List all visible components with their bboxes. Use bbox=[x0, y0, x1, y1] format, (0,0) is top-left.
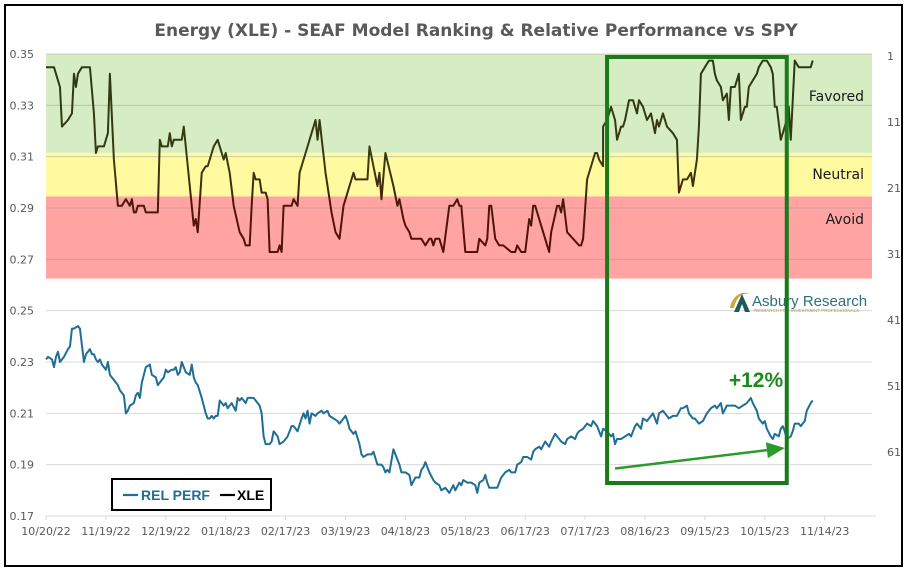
trend-arrow bbox=[614, 442, 785, 470]
logo-a-icon bbox=[734, 294, 750, 312]
logo-swoosh-icon bbox=[730, 292, 750, 308]
ranking-bands bbox=[46, 54, 872, 279]
band-label-favored: Favored bbox=[809, 89, 864, 105]
band-favored bbox=[46, 54, 872, 153]
band-labels: Favored Neutral Avoid bbox=[809, 89, 864, 228]
series-line-rel-perf bbox=[45, 325, 814, 494]
y-right-tick-label: 21 bbox=[887, 182, 901, 195]
x-axis-ticks bbox=[45, 516, 826, 520]
x-tick-label: 04/18/23 bbox=[381, 525, 430, 538]
x-tick-label: 12/19/22 bbox=[141, 525, 190, 538]
x-tick-label: 10/15/23 bbox=[740, 525, 789, 538]
y-left-tick-label: 0.19 bbox=[10, 459, 35, 472]
y-right-tick-label: 41 bbox=[887, 314, 901, 327]
x-tick-label: 06/17/23 bbox=[500, 525, 549, 538]
x-tick-label: 09/15/23 bbox=[680, 525, 729, 538]
chart-title: Energy (XLE) - SEAF Model Ranking & Rela… bbox=[154, 21, 798, 41]
legend-box bbox=[111, 478, 272, 511]
y-right-tick-label: 31 bbox=[887, 248, 901, 261]
logo-tagline: RESEARCH FOR INVESTMENT PROFESSIONALS bbox=[754, 308, 859, 313]
gridlines bbox=[46, 53, 876, 517]
y-left-tick-label: 0.33 bbox=[10, 99, 35, 112]
x-tick-label: 07/17/23 bbox=[560, 525, 609, 538]
x-tick-label: 02/17/23 bbox=[261, 525, 310, 538]
x-tick-label: 11/14/23 bbox=[800, 525, 849, 538]
y-left-tick-label: 0.25 bbox=[10, 305, 35, 318]
logo-text: Asbury Research bbox=[752, 293, 867, 310]
x-tick-label: 11/19/22 bbox=[81, 525, 130, 538]
y-left-tick-label: 0.21 bbox=[10, 407, 35, 420]
y-left-tick-label: 0.17 bbox=[10, 510, 35, 523]
x-tick-label: 08/16/23 bbox=[620, 525, 669, 538]
y-axis-left-labels: 0.35 0.33 0.31 0.29 0.27 0.25 0.23 0.21 0.19 0.17 bbox=[10, 48, 35, 523]
band-neutral bbox=[46, 152, 872, 197]
series-lines bbox=[45, 59, 814, 494]
y-left-tick-label: 0.27 bbox=[10, 253, 35, 266]
x-tick-label: 01/18/23 bbox=[201, 525, 250, 538]
performance-annotation: +12% bbox=[729, 369, 784, 392]
arrow-head-icon bbox=[765, 442, 785, 459]
y-right-tick-label: 1 bbox=[887, 50, 894, 63]
legend-label-rel-perf: REL PERF bbox=[141, 487, 210, 503]
legend: REL PERF XLE bbox=[111, 478, 272, 511]
x-axis-labels: 10/20/22 11/19/22 12/19/22 01/18/23 02/17/23… bbox=[21, 525, 849, 538]
x-tick-label: 03/19/23 bbox=[321, 525, 370, 538]
x-tick-label: 10/20/22 bbox=[21, 525, 70, 538]
band-label-neutral: Neutral bbox=[812, 167, 864, 183]
arrow-shaft bbox=[614, 448, 768, 470]
y-right-tick-label: 61 bbox=[887, 446, 901, 459]
y-left-tick-label: 0.35 bbox=[10, 48, 35, 61]
series-line-xle bbox=[46, 59, 814, 253]
highlight-box bbox=[605, 55, 789, 485]
band-label-avoid: Avoid bbox=[826, 212, 864, 228]
y-left-tick-label: 0.23 bbox=[10, 356, 35, 369]
asbury-research-logo: Asbury Research RESEARCH FOR INVESTMENT … bbox=[730, 292, 867, 313]
y-left-tick-label: 0.31 bbox=[10, 151, 35, 164]
y-right-tick-label: 51 bbox=[887, 380, 901, 393]
legend-label-xle: XLE bbox=[237, 487, 264, 503]
x-tick-label: 05/18/23 bbox=[441, 525, 490, 538]
y-right-tick-label: 11 bbox=[887, 116, 901, 129]
y-left-tick-label: 0.29 bbox=[10, 202, 35, 215]
band-avoid bbox=[46, 196, 872, 279]
